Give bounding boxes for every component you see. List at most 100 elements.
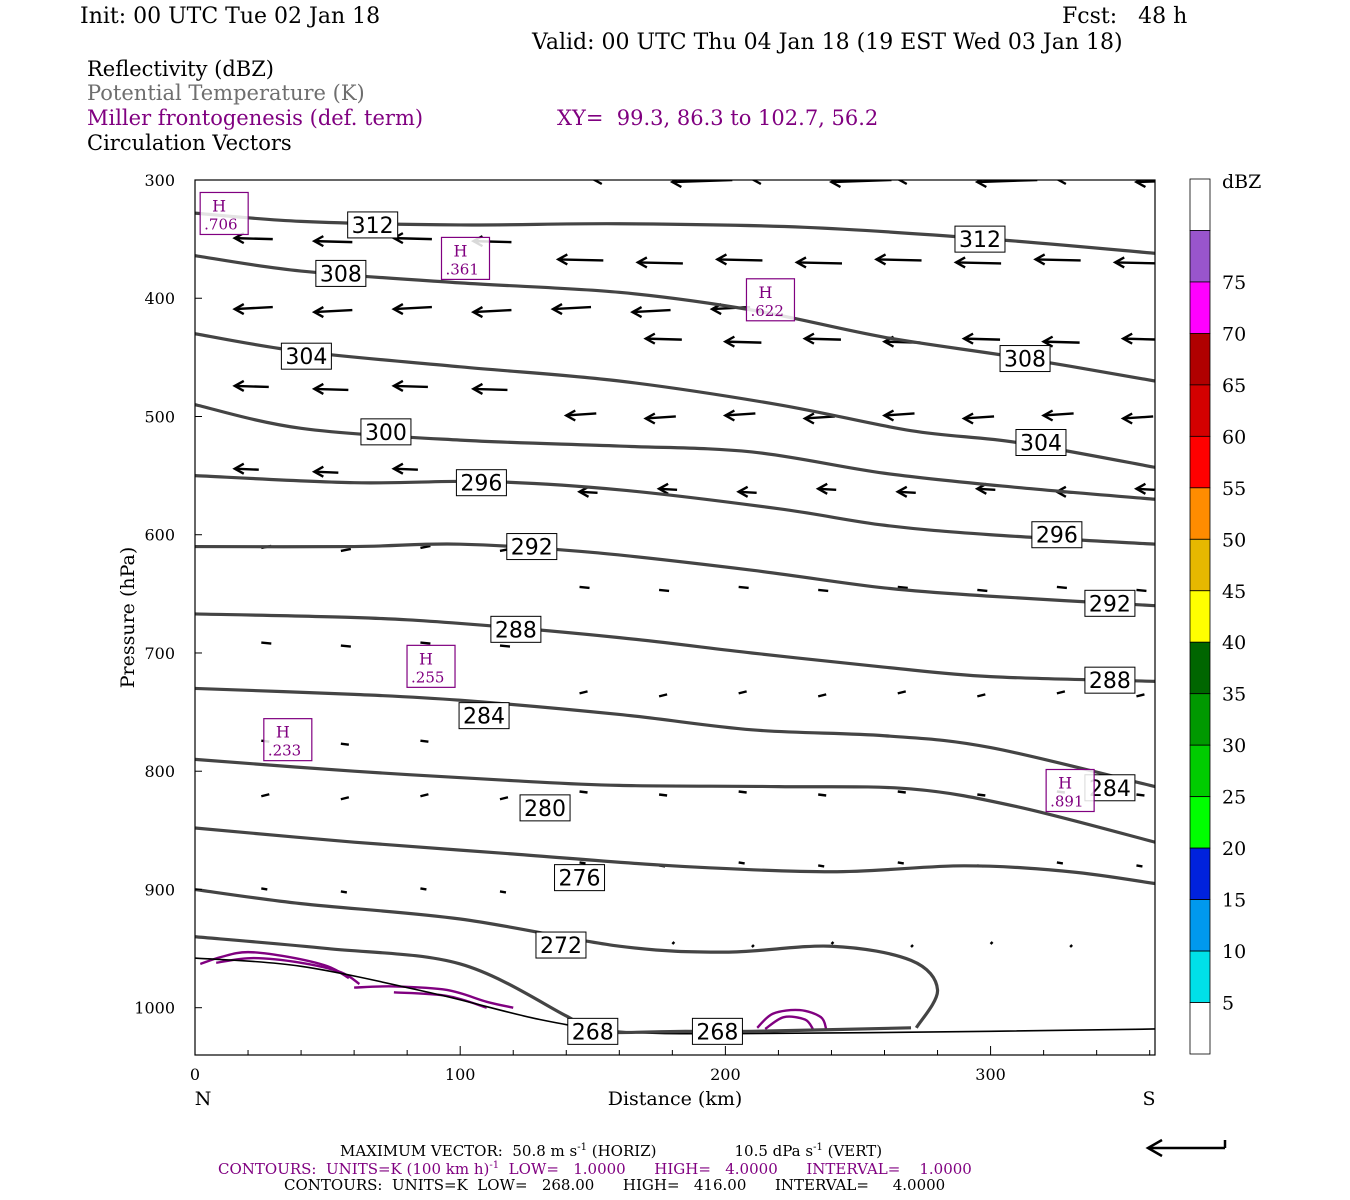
colorbar-level: 40 <box>1222 632 1246 654</box>
vector-head <box>722 335 735 348</box>
circulation-vector <box>340 796 350 801</box>
theta-contour-276 <box>195 826 1155 886</box>
vector-head <box>311 235 324 248</box>
circulation-vector <box>738 585 749 590</box>
colorbar-swatch <box>1189 744 1211 798</box>
theta-contours-note: CONTOURS: UNITS=K LOW= 268.00 HIGH= 416.… <box>284 1176 946 1194</box>
circulation-vector <box>234 384 269 389</box>
y-tick-label: 600 <box>144 526 175 545</box>
fronto-max-value: .233 <box>268 742 301 760</box>
circulation-vector <box>1056 861 1064 865</box>
circulation-vector <box>579 690 588 695</box>
circulation-vector <box>340 890 348 894</box>
circulation-vector <box>804 337 841 341</box>
contour-label-box <box>347 211 399 239</box>
unit-exponent: -1 <box>813 1142 823 1153</box>
vector-head <box>1120 332 1133 345</box>
circulation-vector <box>393 384 428 389</box>
circulation-vector <box>420 793 429 798</box>
circulation-vector <box>234 305 273 311</box>
south-end-label: S <box>1142 1088 1155 1110</box>
vector-head <box>874 253 887 266</box>
fronto-max-box <box>263 718 313 762</box>
circulation-vector <box>1069 944 1073 948</box>
contour-label-box <box>360 418 412 446</box>
x-tick-label: 0 <box>190 1065 200 1084</box>
valid-time: Valid: 00 UTC Thu 04 Jan 18 (19 EST Wed … <box>532 30 1123 55</box>
vector-head <box>895 485 908 498</box>
fronto-max-value: .255 <box>411 668 444 686</box>
fronto-max-value: .706 <box>204 215 237 233</box>
vector-head <box>311 382 324 395</box>
y-axis-label: Pressure (hPa) <box>117 547 139 689</box>
circulation-vector <box>817 693 827 698</box>
colorbar-level: 60 <box>1222 426 1246 448</box>
circulation-vector <box>818 793 827 797</box>
circulation-vector <box>637 261 683 265</box>
circulation-vector <box>1056 690 1066 695</box>
vector-head <box>802 332 815 345</box>
max-vector-horiz: MAXIMUM VECTOR: 50.8 m s <box>340 1142 578 1160</box>
field-theta: Potential Temperature (K) <box>87 81 365 105</box>
colorbar-level: 65 <box>1222 375 1246 397</box>
fronto-max-box <box>1045 768 1095 813</box>
contour-label: 296 <box>460 472 502 497</box>
circulation-vector <box>632 308 671 314</box>
cross-section-endpoints: XY= 99.3, 86.3 to 102.7, 56.2 <box>557 106 879 130</box>
colorbar-swatch <box>1189 487 1211 540</box>
circulation-vector <box>738 790 747 794</box>
circulation-vector <box>579 790 588 794</box>
circulation-vector <box>897 490 916 494</box>
circulation-vector <box>234 467 259 471</box>
circulation-vector <box>964 337 1001 341</box>
contour-label-box <box>458 702 510 730</box>
circulation-vector <box>558 258 604 262</box>
colorbar-level: 50 <box>1222 529 1246 551</box>
colorbar-swatch <box>1189 230 1211 283</box>
circulation-vector <box>314 308 353 314</box>
fronto-max-letter: H <box>212 196 226 215</box>
circulation-vector <box>552 305 592 311</box>
fronto-max-value: .622 <box>750 302 783 320</box>
contour-label: 312 <box>959 228 1001 253</box>
y-tick-label: 500 <box>144 407 175 426</box>
contour-label-box <box>1031 521 1083 549</box>
contour-label-box <box>506 533 558 561</box>
circulation-vector <box>261 793 270 798</box>
theta-contour-280 <box>195 757 1155 844</box>
x-tick-label: 200 <box>710 1065 741 1084</box>
vector-head <box>897 180 908 186</box>
circulation-vector <box>340 644 351 648</box>
circulation-vector <box>910 944 914 948</box>
reference-vector-arrow <box>1145 1138 1227 1158</box>
surface-line <box>195 957 1155 1035</box>
unit-exponent: -1 <box>577 1142 587 1153</box>
theta-contour-296 <box>195 474 1155 546</box>
contour-label-box <box>1015 429 1067 456</box>
circulation-vector <box>420 641 431 645</box>
colorbar-swatch <box>1189 333 1211 386</box>
field-frontogenesis: Miller frontogenesis (def. term) <box>87 106 424 130</box>
frontogenesis-contour <box>354 985 514 1009</box>
vector-head <box>232 462 245 475</box>
fronto-max-letter: H <box>453 241 467 260</box>
theta-contour-312 <box>195 211 1155 255</box>
contour-label: 284 <box>463 705 505 730</box>
colorbar-swatch <box>1189 847 1211 900</box>
vector-head <box>555 253 568 266</box>
circulation-vector <box>725 412 756 417</box>
fronto-max-box <box>199 191 249 236</box>
circulation-vector <box>566 412 597 417</box>
unit-exponent: -1 <box>489 1160 500 1171</box>
circulation-vector <box>314 470 339 474</box>
contour-label: 308 <box>320 262 362 287</box>
circulation-vector <box>818 864 825 868</box>
contour-label: 312 <box>352 214 394 239</box>
circulation-vector <box>897 861 904 865</box>
circulation-vector <box>956 261 1002 265</box>
colorbar-swatch <box>1189 590 1211 643</box>
fronto-units: CONTOURS: UNITS=K (100 km h) <box>218 1160 490 1178</box>
circulation-vector <box>897 180 904 181</box>
contour-label: 288 <box>495 618 537 643</box>
vector-head <box>974 180 987 189</box>
